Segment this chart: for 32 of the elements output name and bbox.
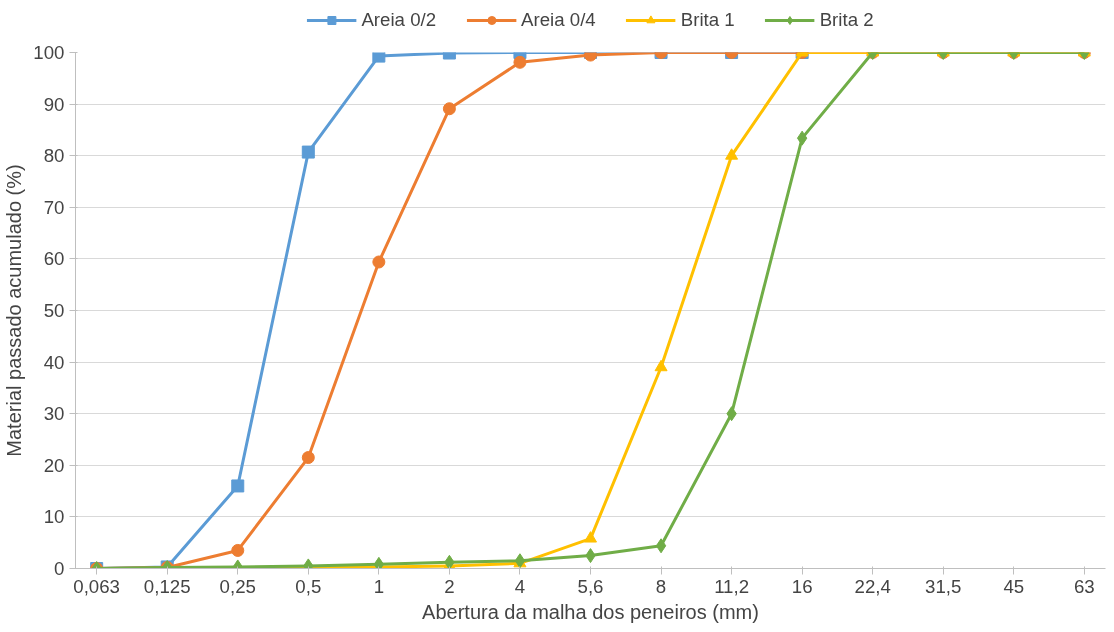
x-tick-label: 0,063	[73, 575, 121, 597]
y-tick-label: 10	[43, 506, 65, 528]
x-tick-label: 31,5	[925, 575, 962, 597]
y-tick-label: 70	[43, 196, 65, 218]
x-tick-label: 16	[791, 575, 813, 597]
y-tick-label: 50	[43, 300, 65, 321]
x-tick-label: 8	[655, 575, 667, 597]
y-tick-label: 40	[43, 351, 65, 373]
x-tick-label: 0,125	[143, 575, 191, 597]
x-tick-label: 4	[514, 575, 526, 597]
y-tick-label: 20	[43, 454, 65, 476]
y-tick-label: 30	[43, 403, 65, 425]
x-tick-label: 2	[444, 575, 455, 597]
legend-label: Brita 1	[680, 9, 735, 31]
x-tick-label: 1	[373, 575, 385, 597]
y-tick-label: 0	[54, 558, 65, 579]
x-tick-label: 45	[1003, 575, 1025, 597]
y-axis-title: Material passado acumulado (%)	[3, 164, 26, 457]
y-tick-label: 80	[43, 145, 65, 167]
x-tick-label: 0,25	[219, 575, 256, 597]
x-tick-label: 0,5	[295, 575, 322, 597]
x-tick-label: 63	[1073, 575, 1095, 597]
legend-label: Areia 0/4	[521, 9, 596, 31]
x-tick-label: 11,2	[714, 575, 750, 597]
x-tick-label: 22,4	[854, 575, 891, 597]
legend-label: Areia 0/2	[361, 9, 437, 31]
y-tick-label: 90	[43, 93, 65, 115]
y-tick-label: 60	[43, 248, 65, 270]
x-axis-title: Abertura da malha dos peneiros (mm)	[422, 600, 759, 623]
y-tick-label: 100	[33, 42, 65, 63]
legend-label: Brita 2	[819, 9, 874, 31]
x-tick-label: 5,6	[577, 575, 604, 597]
